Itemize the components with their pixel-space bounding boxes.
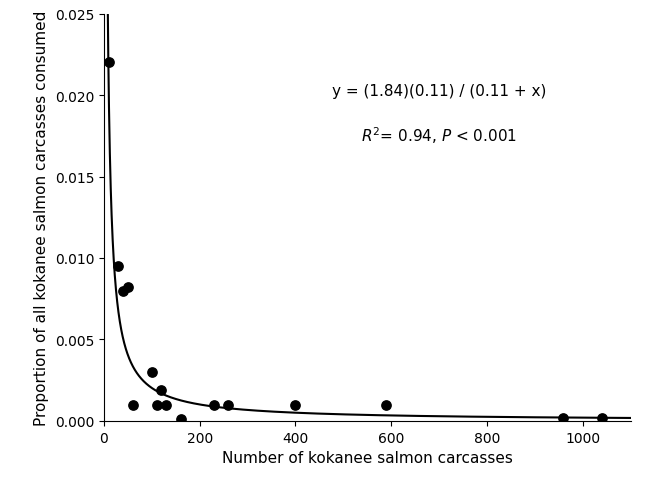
Point [103,60,114,67]
Text: $R^2$= 0.94, $P$ < 0.001: $R^2$= 0.94, $P$ < 0.001 [361,125,517,146]
Point [147,368,157,376]
Point [209,401,219,408]
X-axis label: Number of kokanee salmon carcasses: Number of kokanee salmon carcasses [222,450,513,465]
Point [127,401,138,408]
Point [161,401,172,408]
Point [113,263,124,271]
Point [156,386,166,394]
Point [176,415,186,423]
Text: y = (1.84)(0.11) / (0.11 + x): y = (1.84)(0.11) / (0.11 + x) [332,84,546,99]
Point [123,284,133,291]
Point [223,401,233,408]
Point [558,414,569,422]
Point [118,287,128,295]
Y-axis label: Proportion of all kokanee salmon carcasses consumed: Proportion of all kokanee salmon carcass… [34,11,49,425]
Point [151,401,162,408]
Point [597,414,607,422]
Point [291,401,301,408]
Point [381,401,391,408]
